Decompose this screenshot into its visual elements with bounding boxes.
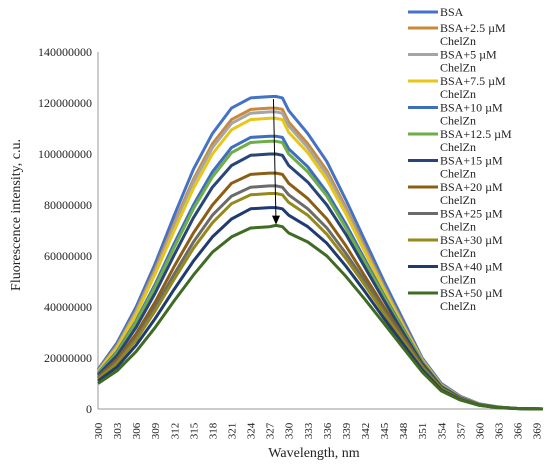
legend-label: BSA+7.5 µM xyxy=(440,74,506,88)
legend-label-cont: ChelZn xyxy=(440,140,476,154)
y-tick-label: 120000000 xyxy=(38,96,92,110)
x-tick-label: 327 xyxy=(265,422,277,439)
y-axis-title: Fluorescence intensity, c.u. xyxy=(9,139,24,291)
x-tick-label: 363 xyxy=(494,422,506,439)
legend-label: BSA+20 µM xyxy=(440,180,503,194)
y-tick-label: 60000000 xyxy=(44,249,92,263)
x-tick-label: 312 xyxy=(169,423,181,440)
x-tick-label: 339 xyxy=(341,422,353,439)
x-tick-label: 300 xyxy=(93,422,105,439)
x-tick-label: 333 xyxy=(303,422,315,439)
y-tick-label: 0 xyxy=(86,402,92,416)
legend-label: BSA xyxy=(440,5,464,19)
x-tick-label: 318 xyxy=(207,422,219,439)
legend-label-cont: ChelZn xyxy=(440,220,476,234)
legend-label: BSA+50 µM xyxy=(440,286,503,300)
legend-label: BSA+25 µM xyxy=(440,207,503,221)
legend-label: BSA+2.5 µM xyxy=(440,21,506,35)
series-line-12 xyxy=(97,223,544,411)
x-tick-label: 366 xyxy=(513,422,525,439)
arrow-shaft xyxy=(272,99,277,222)
x-axis: 300 303 306 309 312 315 318 321 324 327 330 333 336 3… xyxy=(93,408,544,440)
legend-label: BSA+15 µM xyxy=(440,154,503,168)
legend-label-cont: ChelZn xyxy=(440,114,476,128)
legend-label-cont: ChelZn xyxy=(440,193,476,207)
x-tick-label: 321 xyxy=(227,423,239,440)
y-tick-label: 20000000 xyxy=(44,351,92,365)
legend-label: BSA+40 µM xyxy=(440,260,503,274)
legend-label-cont: ChelZn xyxy=(440,61,476,75)
x-tick-label: 342 xyxy=(360,423,372,440)
x-tick-label: 345 xyxy=(379,422,391,439)
legend-entry-1: BSA xyxy=(408,5,464,19)
x-tick-label: 354 xyxy=(436,422,448,439)
x-tick-label: 330 xyxy=(284,422,296,439)
legend-label: BSA+12.5 µM xyxy=(440,127,512,141)
x-tick-label: 360 xyxy=(474,422,486,439)
peak-arrow-annotation xyxy=(272,99,280,225)
x-tick-label: 357 xyxy=(455,422,467,439)
x-tick-label: 336 xyxy=(322,422,334,439)
x-tick-label: 369 xyxy=(532,422,544,439)
y-tick-label: 140000000 xyxy=(38,45,92,59)
legend-label: BSA+30 µM xyxy=(440,233,503,247)
y-tick-label: 100000000 xyxy=(38,147,92,161)
legend-label-cont: ChelZn xyxy=(440,34,476,48)
x-axis-title: Wavelength, nm xyxy=(268,446,360,461)
x-tick-label: 309 xyxy=(150,422,162,439)
legend-label-cont: ChelZn xyxy=(440,273,476,287)
y-tick-label: 40000000 xyxy=(44,300,92,314)
x-tick-label: 351 xyxy=(417,423,429,440)
legend-label: BSA+5 µM xyxy=(440,48,497,62)
legend-label: BSA+10 µM xyxy=(440,101,503,115)
arrow-head-icon xyxy=(272,215,280,225)
x-tick-label: 303 xyxy=(112,422,124,439)
legend-label-cont: ChelZn xyxy=(440,246,476,260)
y-tick-label: 80000000 xyxy=(44,198,92,212)
series-lines xyxy=(96,94,544,411)
legend-label-cont: ChelZn xyxy=(440,299,476,313)
legend-label-cont: ChelZn xyxy=(440,87,476,101)
legend-label-cont: ChelZn xyxy=(440,167,476,181)
x-tick-label: 306 xyxy=(131,422,143,439)
x-tick-label: 315 xyxy=(188,422,200,439)
x-tick-label: 324 xyxy=(246,422,258,439)
x-tick-label: 348 xyxy=(398,422,410,439)
y-axis: 0 20000000 40000000 60000000 80000000 1000000… xyxy=(38,45,99,416)
